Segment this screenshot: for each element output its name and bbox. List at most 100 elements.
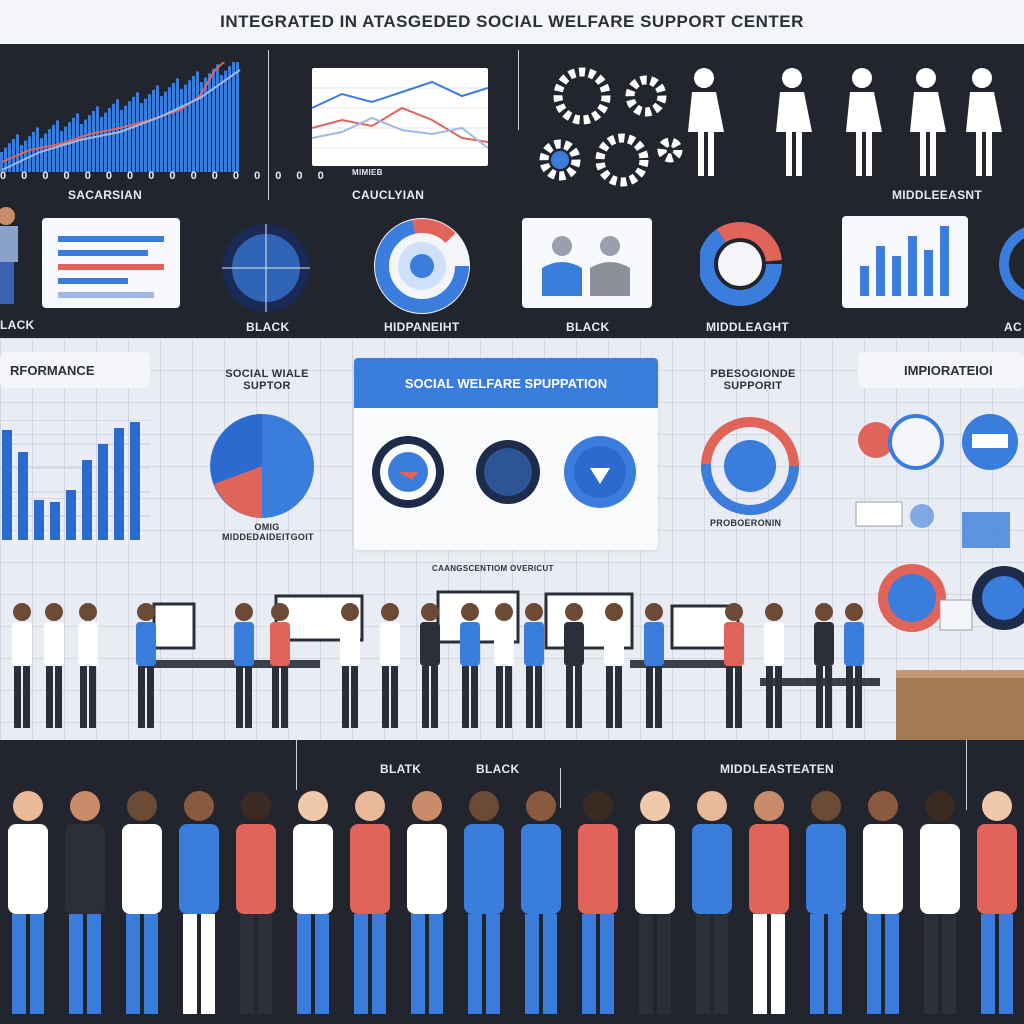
deco-bar: [228, 66, 231, 172]
label-black-1: BLACK: [246, 320, 290, 334]
crowd-person: [8, 791, 48, 1014]
crowd-person: [350, 791, 390, 1014]
crowd-person: [749, 791, 789, 1014]
deco-bar: [16, 134, 19, 172]
deco-bar: [148, 94, 151, 172]
deco-bar: [908, 236, 917, 296]
label-black-2: BLACK: [566, 320, 610, 334]
deco-bar: [876, 246, 885, 296]
social-welfare-panel: SOCIAL WELFARE SPUPPATION: [354, 358, 658, 550]
office-person: [234, 603, 254, 728]
deco-bar: [160, 96, 163, 172]
label-cauclyian: CAUCLYIAN: [352, 188, 425, 202]
mini-line-chart-card: [311, 68, 489, 166]
page-title: INTEGRATED IN ATASGEDED SOCIAL WELFARE S…: [220, 12, 804, 31]
crowd-person: [293, 791, 333, 1014]
crowd-person: [236, 791, 276, 1014]
label-professional-support: PBESOGIONDE SUPPORIT: [710, 368, 796, 392]
deco-bar: [116, 99, 119, 172]
gears-icon: [539, 67, 683, 187]
crowd-person: [521, 791, 561, 1014]
deco-bar: [136, 92, 139, 172]
deco-bar: [172, 82, 175, 172]
office-person: [524, 603, 544, 728]
office-person: [564, 603, 584, 728]
office-person: [764, 603, 784, 728]
office-person: [270, 603, 290, 728]
deco-bar: [68, 122, 71, 172]
deco-bar: [108, 108, 111, 172]
bars-left: [0, 62, 239, 172]
connector-line: [268, 50, 269, 200]
deco-bar: [96, 106, 99, 172]
performance-bar-chart: [0, 420, 150, 540]
deco-bar: [140, 103, 143, 172]
pie-caption: OMIG MIDDEDAIDEITGOIT: [222, 522, 314, 542]
deco-bar: [156, 85, 159, 172]
deco-bar: [196, 71, 199, 172]
deco-bar: [176, 78, 179, 172]
deco-bar: [200, 82, 203, 172]
crowd-person: [806, 791, 846, 1014]
crowd-person: [464, 791, 504, 1014]
deco-bar: [100, 117, 103, 172]
line-bar-chart-left: [0, 62, 241, 172]
connector-line: [296, 740, 297, 790]
label-blatk: BLATK: [380, 762, 422, 776]
crowd-person: [65, 791, 105, 1014]
deco-bar: [188, 80, 191, 172]
deco-bar: [104, 112, 107, 172]
performance-pill: RFORMANCE: [0, 352, 150, 388]
crowd-person: [863, 791, 903, 1014]
deco-bar: [82, 460, 92, 540]
office-person: [78, 603, 98, 728]
deco-bar: [114, 428, 124, 540]
connector-line: [518, 50, 519, 130]
deco-bar: [24, 140, 27, 172]
deco-bar: [64, 126, 67, 172]
tick-row: 0 0 0 0 0 0 0 0 0 0 0 0 0 0 0 0: [0, 170, 330, 182]
deco-bar: [40, 138, 43, 172]
crowd-person: [635, 791, 675, 1014]
figures-row-icon: [688, 68, 1002, 176]
office-person: [340, 603, 360, 728]
improvement-icons: [855, 414, 1018, 548]
office-person: [814, 603, 834, 728]
deco-bar: [924, 250, 933, 296]
crowd-person: [920, 791, 960, 1014]
label-hidpaneiht: HIDPANEIHT: [384, 320, 460, 334]
office-person: [644, 603, 664, 728]
office-person: [844, 603, 864, 728]
connector-line: [560, 768, 561, 808]
crowd-person: [179, 791, 219, 1014]
deco-bar: [184, 84, 187, 172]
panel-title: SOCIAL WELFARE SPUPPATION: [404, 375, 608, 391]
donut-chart-icon: [700, 222, 782, 306]
partial-ring-icon: [999, 227, 1024, 301]
office-scene: [12, 590, 1024, 740]
people-card: [522, 218, 652, 308]
deco-bar: [120, 110, 123, 172]
bottom-people-band: [0, 740, 1024, 1024]
deco-bar: [80, 124, 83, 172]
label-black-3: BLACK: [476, 762, 520, 776]
deco-bar: [224, 70, 227, 172]
deco-bar: [220, 75, 223, 172]
office-person: [12, 603, 32, 728]
deco-bar: [124, 105, 127, 172]
office-person: [604, 603, 624, 728]
office-person: [494, 603, 514, 728]
deco-bar: [112, 103, 115, 172]
label-sacarsian: SACARSIAN: [68, 188, 143, 202]
deco-bar: [128, 101, 131, 172]
label-ac: AC: [1004, 320, 1022, 334]
deco-bar: [18, 452, 28, 540]
connector-line: [966, 740, 967, 810]
deco-bar: [32, 131, 35, 172]
title-bar: INTEGRATED IN ATASGEDED SOCIAL WELFARE S…: [0, 0, 1024, 44]
deco-bar: [144, 98, 147, 172]
deco-bar: [92, 110, 95, 172]
deco-bar: [204, 77, 207, 172]
deco-bar: [34, 500, 44, 540]
deco-bar: [0, 152, 3, 172]
